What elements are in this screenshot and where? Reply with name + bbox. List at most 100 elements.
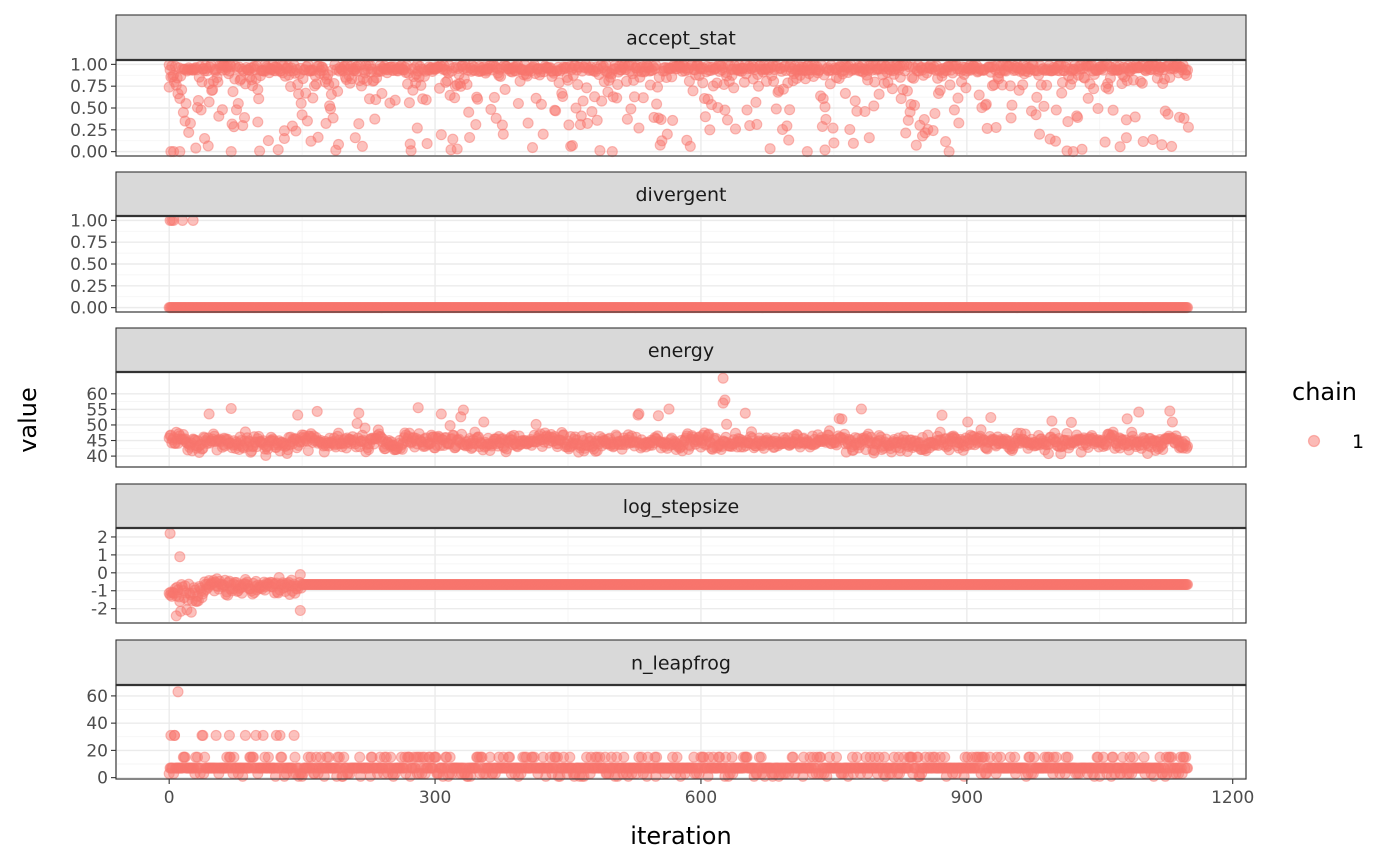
data-point bbox=[183, 126, 195, 138]
data-point bbox=[230, 104, 243, 116]
data-point bbox=[606, 146, 618, 158]
data-point bbox=[570, 102, 582, 114]
data-point bbox=[174, 551, 186, 563]
data-point bbox=[301, 115, 313, 127]
data-point bbox=[581, 82, 593, 94]
data-point bbox=[697, 77, 709, 89]
data-point bbox=[625, 103, 637, 115]
data-point bbox=[566, 139, 578, 152]
y-tick-label: 60 bbox=[86, 385, 108, 405]
data-point bbox=[596, 95, 608, 107]
data-point bbox=[1046, 415, 1058, 427]
data-point bbox=[276, 751, 288, 763]
data-point bbox=[195, 104, 207, 116]
data-point bbox=[739, 407, 751, 419]
data-point bbox=[839, 87, 851, 99]
data-point bbox=[1042, 448, 1054, 460]
data-point bbox=[849, 95, 861, 107]
data-point bbox=[332, 85, 344, 97]
data-point bbox=[820, 113, 832, 125]
data-point bbox=[311, 405, 323, 417]
data-point bbox=[910, 139, 922, 151]
data-point bbox=[228, 751, 240, 763]
data-point bbox=[1050, 104, 1062, 116]
data-point bbox=[1156, 139, 1168, 151]
data-point bbox=[886, 83, 898, 95]
data-point bbox=[1133, 406, 1145, 418]
data-point bbox=[828, 137, 840, 149]
data-point bbox=[232, 97, 244, 110]
data-point bbox=[478, 416, 490, 428]
data-point bbox=[633, 122, 645, 134]
data-point bbox=[768, 75, 780, 87]
y-tick-label: -1 bbox=[91, 582, 108, 602]
data-point bbox=[591, 114, 603, 126]
data-point bbox=[294, 604, 306, 617]
data-point bbox=[179, 751, 191, 763]
y-tick-label: -2 bbox=[91, 600, 108, 620]
data-point bbox=[633, 408, 645, 420]
data-point bbox=[327, 112, 339, 124]
y-tick-label: 0.25 bbox=[70, 121, 108, 141]
data-point bbox=[179, 115, 191, 127]
data-point bbox=[295, 97, 307, 109]
data-point bbox=[307, 92, 319, 104]
data-point bbox=[661, 128, 673, 140]
data-point bbox=[225, 60, 237, 73]
facet-strip-label: energy bbox=[648, 340, 714, 362]
data-point bbox=[497, 128, 509, 140]
data-point bbox=[415, 79, 427, 91]
data-point bbox=[356, 140, 368, 152]
data-point bbox=[1099, 136, 1111, 148]
data-point bbox=[461, 78, 473, 90]
data-point bbox=[637, 92, 649, 104]
data-point bbox=[1137, 135, 1149, 148]
data-point bbox=[1072, 111, 1084, 124]
data-point bbox=[359, 422, 371, 434]
data-point bbox=[262, 135, 274, 147]
data-point bbox=[289, 751, 301, 763]
data-point bbox=[699, 111, 711, 123]
data-point bbox=[621, 113, 633, 125]
data-point bbox=[252, 116, 264, 128]
data-point bbox=[490, 112, 502, 124]
data-point bbox=[405, 145, 417, 157]
data-point bbox=[449, 92, 461, 104]
data-point bbox=[180, 98, 192, 110]
y-tick-label: 1.00 bbox=[70, 55, 108, 75]
data-point bbox=[228, 121, 240, 133]
data-point bbox=[213, 110, 225, 122]
facet-strip-label: divergent bbox=[636, 184, 727, 206]
data-point bbox=[1065, 416, 1077, 428]
y-tick-label: 0 bbox=[97, 769, 108, 789]
data-point bbox=[470, 119, 482, 131]
data-point bbox=[212, 76, 224, 88]
y-tick-label: 60 bbox=[86, 687, 108, 707]
data-point bbox=[526, 142, 539, 154]
data-point bbox=[667, 114, 679, 126]
data-point bbox=[628, 91, 641, 103]
data-point bbox=[611, 92, 623, 104]
data-point bbox=[535, 98, 547, 110]
data-point bbox=[575, 110, 587, 122]
data-point bbox=[1107, 104, 1119, 116]
data-point bbox=[663, 403, 675, 415]
data-point bbox=[290, 125, 302, 137]
data-point bbox=[496, 119, 508, 131]
data-point bbox=[847, 137, 859, 149]
data-point bbox=[176, 84, 188, 96]
data-point bbox=[164, 527, 176, 539]
data-point bbox=[297, 73, 309, 85]
data-point bbox=[254, 145, 266, 157]
data-point bbox=[530, 418, 542, 430]
data-point bbox=[1121, 413, 1133, 425]
data-point bbox=[1038, 100, 1050, 112]
data-point bbox=[522, 117, 534, 129]
data-point bbox=[729, 123, 742, 135]
data-point bbox=[929, 107, 941, 120]
data-point bbox=[376, 87, 388, 100]
data-point bbox=[369, 113, 381, 125]
